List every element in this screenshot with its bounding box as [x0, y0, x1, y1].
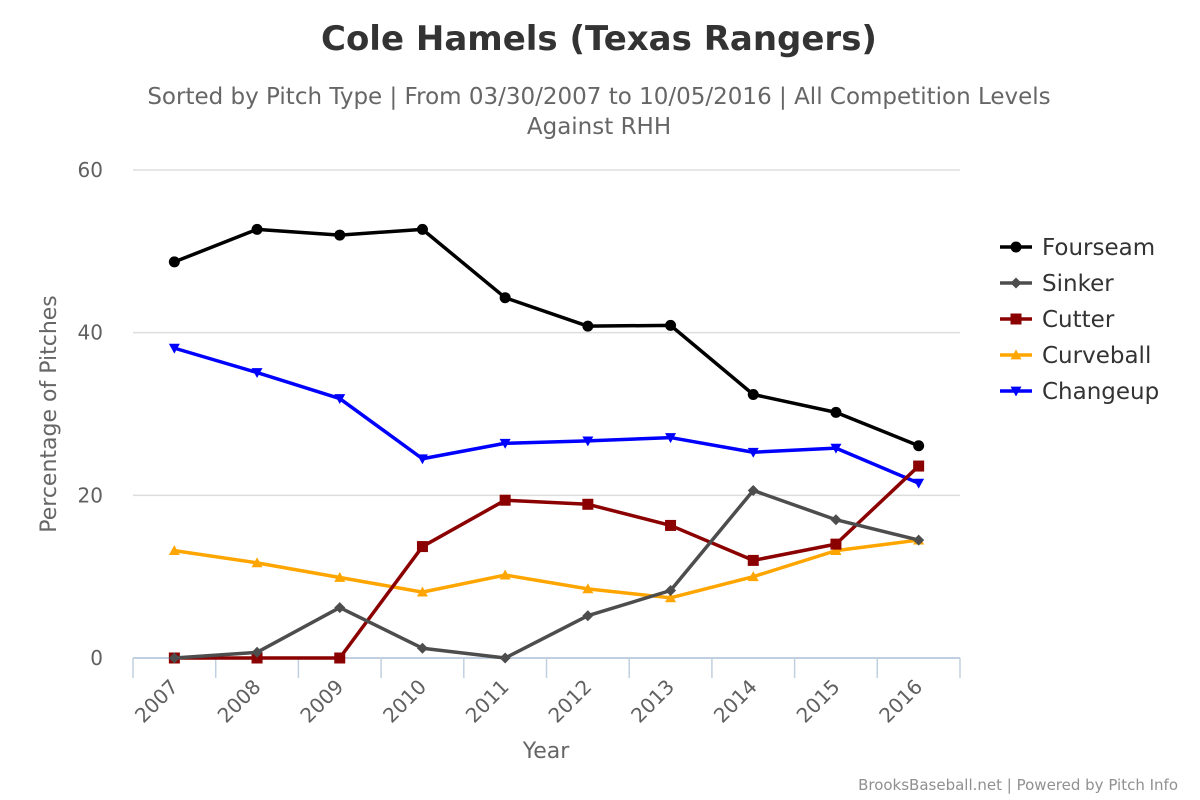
data-point-cutter[interactable]: [665, 519, 677, 531]
data-point-sinker[interactable]: [334, 602, 346, 614]
series-line-cutter[interactable]: [174, 464, 920, 660]
legend-item-changeup[interactable]: Changeup: [1000, 379, 1159, 405]
data-point-changeup[interactable]: [913, 478, 925, 489]
chart-subtitle-line-1: Sorted by Pitch Type | From 03/30/2007 t…: [147, 84, 1050, 110]
x-tick-label: 2008: [213, 675, 266, 728]
x-tick-label: 2009: [295, 675, 348, 728]
data-point-changeup[interactable]: [168, 343, 180, 354]
data-point-curveball[interactable]: [830, 545, 842, 556]
data-point-sinker[interactable]: [747, 484, 759, 496]
data-point-changeup[interactable]: [251, 368, 263, 379]
x-tick-label: 2011: [461, 675, 514, 728]
data-point-sinker[interactable]: [830, 514, 842, 526]
data-point-fourseam[interactable]: [334, 229, 346, 241]
legend-label-fourseam: Fourseam: [1042, 235, 1155, 261]
legend-item-curveball[interactable]: Curveball: [1000, 343, 1151, 369]
legend-marker-cutter: [1010, 313, 1022, 325]
legend-label-sinker: Sinker: [1042, 271, 1114, 297]
series-cutter: [168, 460, 925, 664]
data-point-curveball[interactable]: [334, 571, 346, 582]
legend-marker-curveball: [1010, 349, 1022, 360]
legend: Fourseam Sinker Cutter Curveball Changeup: [1000, 235, 1159, 405]
grid-lines: [133, 169, 960, 497]
legend-item-fourseam[interactable]: Fourseam: [1000, 235, 1155, 261]
data-point-curveball[interactable]: [665, 592, 677, 603]
data-point-curveball[interactable]: [168, 545, 180, 556]
y-tick-label: 60: [78, 158, 103, 182]
data-point-cutter[interactable]: [582, 498, 594, 510]
chart-title: Cole Hamels (Texas Rangers): [321, 19, 877, 59]
legend-label-curveball: Curveball: [1042, 343, 1151, 369]
legend-marker-changeup: [1010, 386, 1022, 397]
data-point-sinker[interactable]: [251, 646, 263, 658]
chart-subtitle-line-2: Against RHH: [527, 114, 671, 140]
data-point-changeup[interactable]: [582, 436, 594, 447]
legend-item-cutter[interactable]: Cutter: [1000, 307, 1115, 333]
data-point-curveball[interactable]: [747, 571, 759, 582]
series-curveball: [168, 534, 925, 603]
data-point-fourseam[interactable]: [499, 292, 511, 304]
data-point-changeup[interactable]: [499, 438, 511, 449]
legend-label-changeup: Changeup: [1042, 379, 1159, 405]
data-point-changeup[interactable]: [416, 454, 428, 465]
data-point-cutter[interactable]: [416, 541, 428, 553]
x-tick-label: 2016: [874, 675, 927, 728]
data-point-curveball[interactable]: [416, 586, 428, 597]
data-point-fourseam[interactable]: [416, 223, 428, 235]
x-tick-label: 2010: [378, 675, 431, 728]
data-point-fourseam[interactable]: [168, 256, 180, 268]
data-point-fourseam[interactable]: [251, 223, 263, 235]
y-tick-label: 0: [90, 646, 103, 670]
y-axis-ticks: 0 20 40 60: [78, 158, 103, 670]
x-tick-label: 2013: [626, 675, 679, 728]
series-line-sinker[interactable]: [174, 488, 920, 660]
data-point-changeup[interactable]: [747, 447, 759, 458]
data-point-sinker[interactable]: [168, 652, 180, 664]
series-line-fourseam[interactable]: [173, 227, 920, 448]
data-point-curveball[interactable]: [499, 569, 511, 580]
legend-marker-sinker: [1010, 277, 1022, 289]
series-sinker: [168, 484, 925, 664]
y-axis-title: Percentage of Pitches: [37, 295, 62, 533]
data-point-cutter[interactable]: [251, 652, 263, 664]
data-point-sinker[interactable]: [913, 534, 925, 546]
series-line-curveball[interactable]: [174, 538, 919, 600]
y-tick-label: 40: [78, 321, 103, 345]
legend-label-cutter: Cutter: [1042, 307, 1115, 333]
data-point-cutter[interactable]: [499, 494, 511, 506]
data-point-cutter[interactable]: [913, 460, 925, 472]
series-layer: [168, 223, 925, 664]
series-fourseam: [168, 223, 925, 452]
data-point-fourseam[interactable]: [747, 388, 759, 400]
y-tick-label: 20: [78, 483, 103, 507]
series-changeup: [168, 343, 925, 489]
series-line-changeup[interactable]: [173, 346, 920, 485]
legend-marker-fourseam: [1010, 241, 1022, 253]
data-point-changeup[interactable]: [830, 443, 842, 454]
data-point-sinker[interactable]: [582, 610, 594, 622]
x-axis-title: Year: [522, 739, 571, 764]
x-tick-label: 2012: [543, 675, 596, 728]
data-point-cutter[interactable]: [830, 538, 842, 550]
data-point-curveball[interactable]: [251, 557, 263, 568]
legend-item-sinker[interactable]: Sinker: [1000, 271, 1114, 297]
data-point-curveball[interactable]: [582, 583, 594, 594]
data-point-changeup[interactable]: [334, 394, 346, 405]
x-tick-label: 2007: [130, 675, 183, 728]
data-point-fourseam[interactable]: [830, 406, 842, 418]
data-point-sinker[interactable]: [416, 642, 428, 654]
credits-text[interactable]: BrooksBaseball.net | Powered by Pitch In…: [858, 776, 1178, 794]
data-point-sinker[interactable]: [499, 652, 511, 664]
data-point-fourseam[interactable]: [665, 319, 677, 331]
x-axis: 2007 2008 2009 2010 2011 2012 2013 2014 2015 2016: [130, 657, 961, 728]
data-point-fourseam[interactable]: [582, 320, 594, 332]
data-point-changeup[interactable]: [665, 433, 677, 444]
x-tick-label: 2015: [792, 675, 845, 728]
data-point-cutter[interactable]: [747, 554, 759, 566]
data-point-fourseam[interactable]: [913, 440, 925, 452]
x-tick-label: 2014: [709, 675, 762, 728]
data-point-cutter[interactable]: [334, 652, 346, 664]
data-point-sinker[interactable]: [665, 584, 677, 596]
